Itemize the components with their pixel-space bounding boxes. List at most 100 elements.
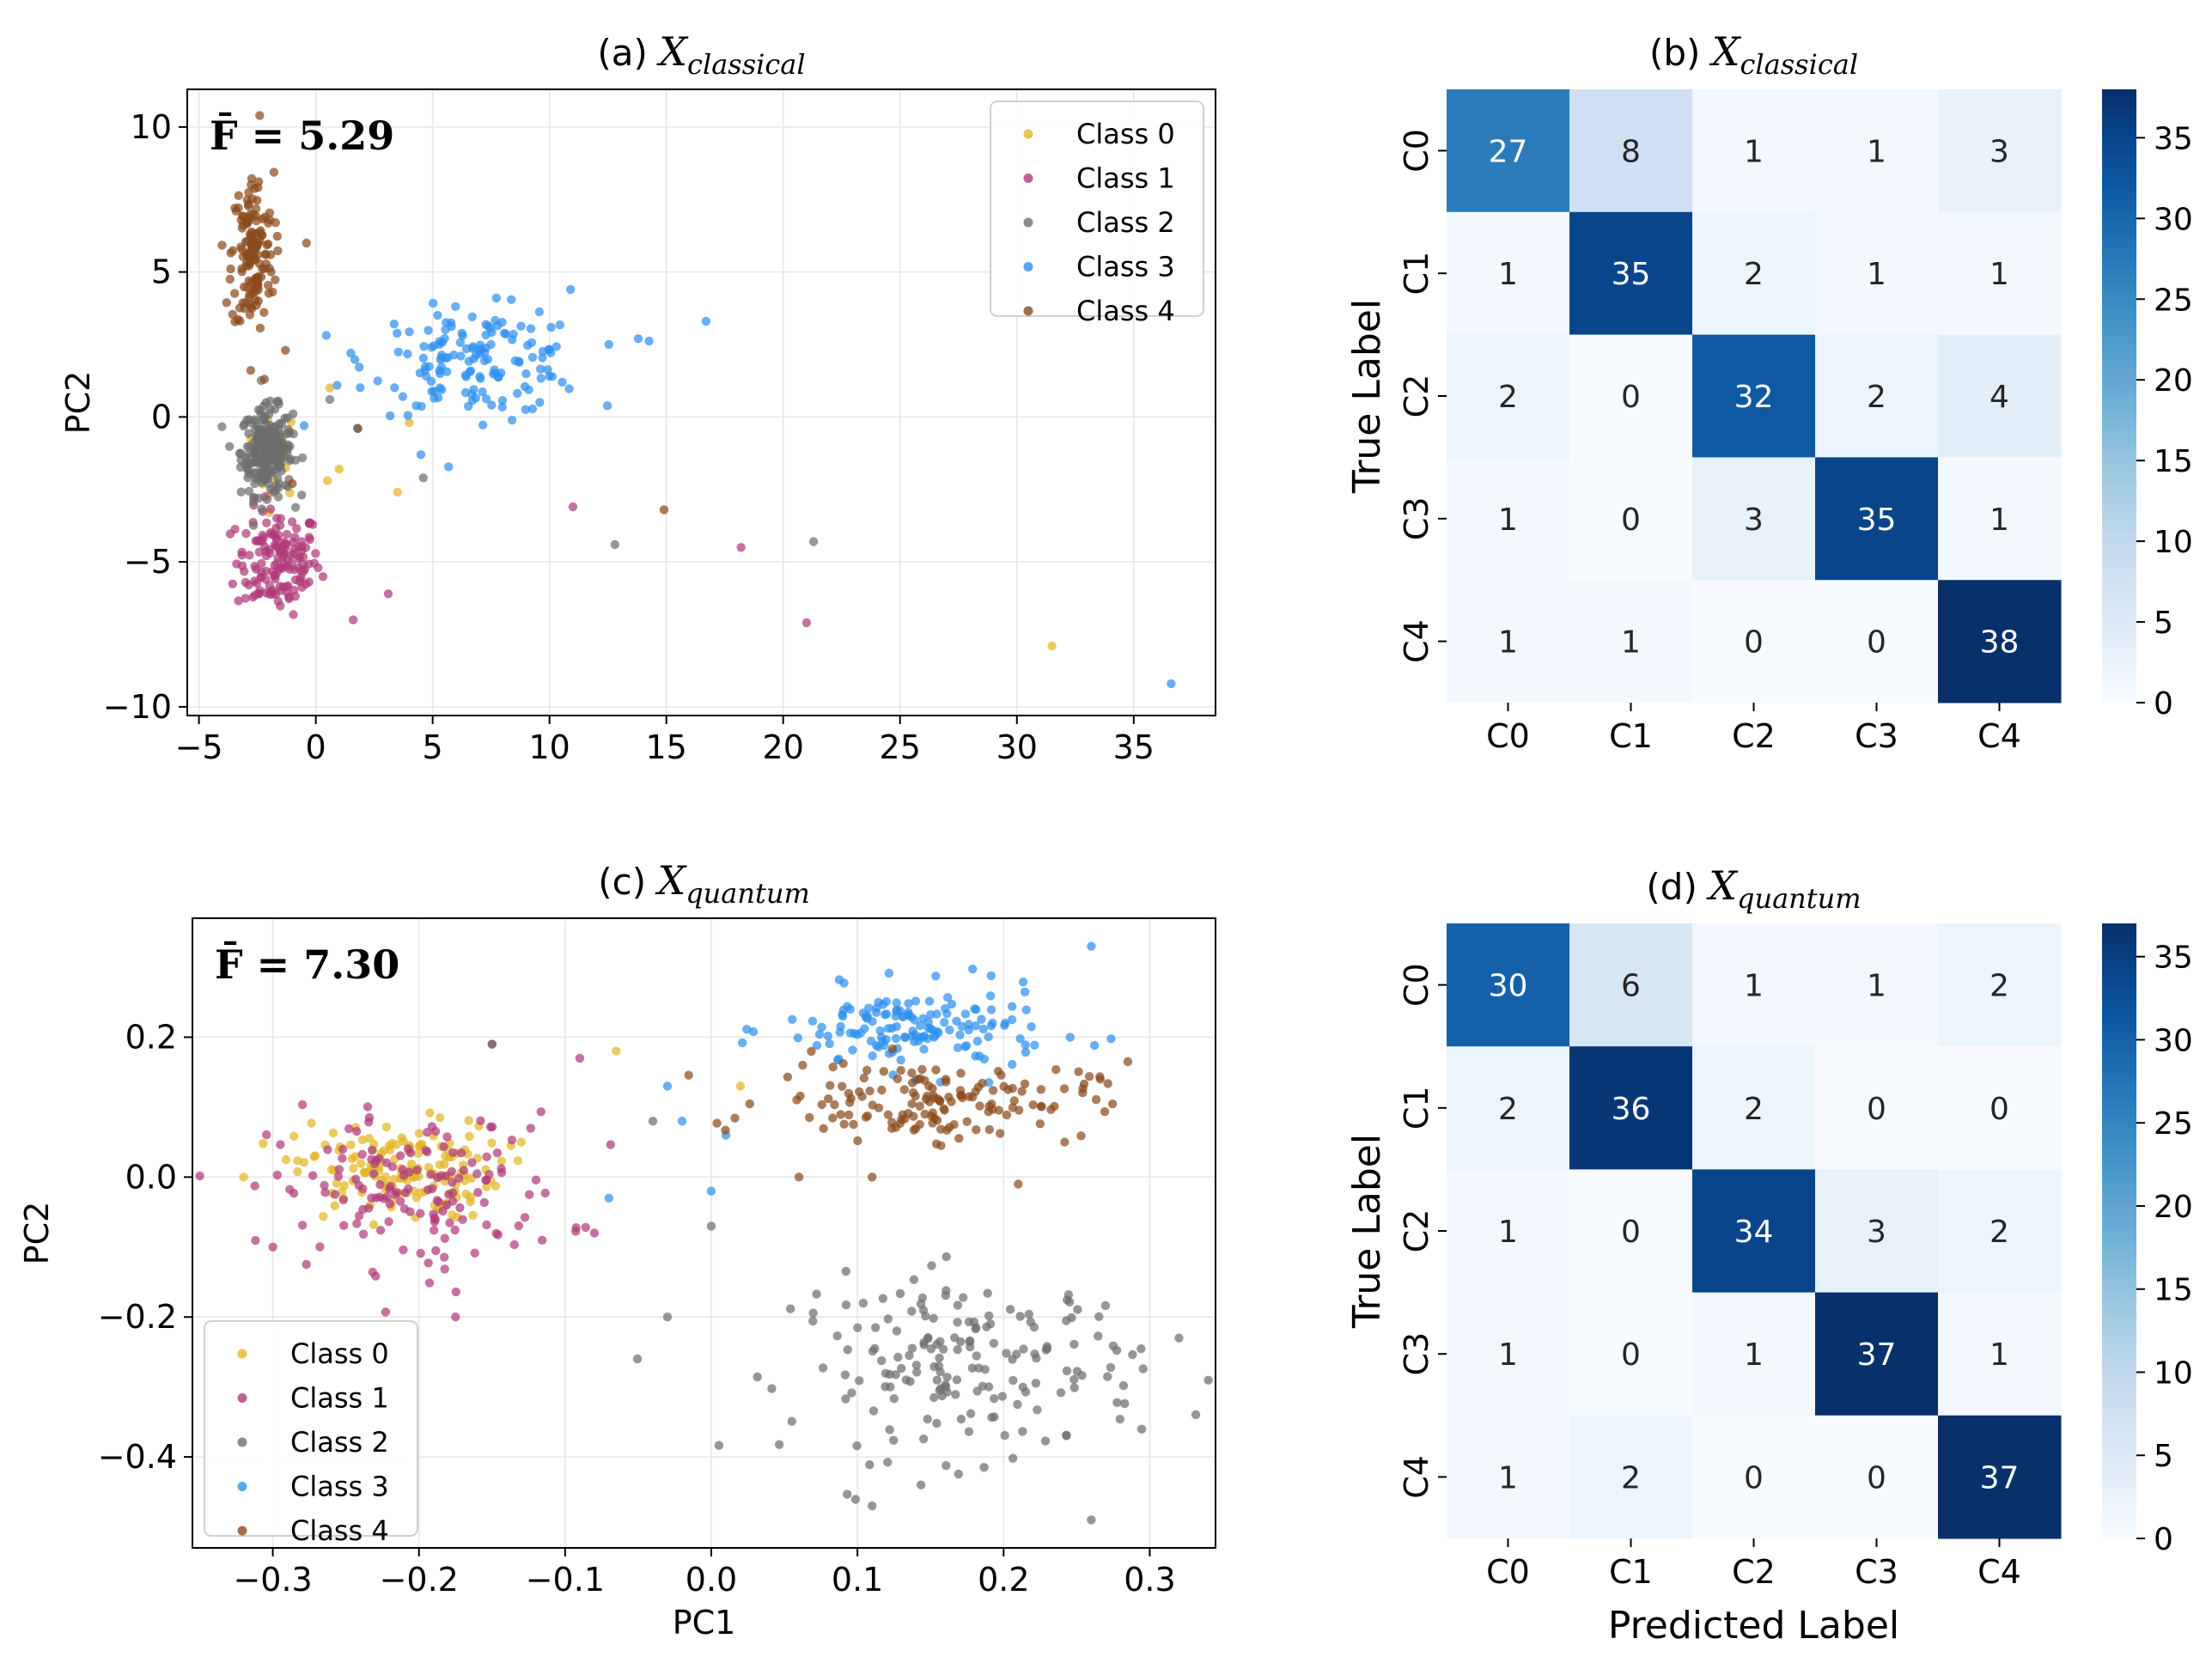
heatmap-cell [1447, 1292, 1570, 1416]
data-point [321, 331, 331, 340]
data-point [330, 1190, 340, 1199]
data-point [430, 1226, 439, 1235]
data-point [272, 1170, 282, 1180]
data-point [392, 1188, 402, 1197]
colorbar-tick-label: 10 [2154, 1355, 2193, 1391]
data-point [872, 1041, 881, 1051]
data-point [564, 384, 574, 393]
data-point [887, 1023, 897, 1033]
data-point [1013, 1399, 1022, 1410]
data-point [917, 1064, 927, 1075]
data-point [589, 1228, 600, 1238]
data-point [405, 327, 414, 337]
data-point [287, 517, 297, 527]
data-point [828, 1113, 838, 1123]
data-point [195, 1171, 204, 1181]
data-point [311, 549, 320, 558]
data-point [315, 1242, 325, 1252]
heatmap-cell [1938, 1292, 2062, 1416]
data-point [448, 1197, 458, 1206]
legend-marker [1023, 306, 1033, 316]
x-tick-label: 0 [306, 728, 326, 766]
data-point [225, 274, 235, 284]
title-subscript: quantum [686, 877, 810, 910]
data-point [464, 1116, 473, 1125]
data-point [1063, 1295, 1072, 1305]
data-point [929, 1361, 939, 1372]
data-point [871, 1323, 881, 1332]
colorbar-tick-label: 20 [2154, 363, 2193, 399]
data-point [412, 1165, 422, 1175]
data-point [858, 1298, 868, 1308]
data-point [966, 1409, 976, 1418]
data-point [333, 1172, 344, 1181]
data-point [222, 298, 231, 308]
data-point [957, 1091, 966, 1100]
data-point [877, 1085, 887, 1095]
data-point [467, 312, 477, 321]
data-point [516, 1137, 526, 1147]
data-point [332, 1179, 342, 1188]
data-point [455, 1203, 465, 1213]
heatmap-cell [1692, 89, 1816, 213]
data-point [244, 486, 254, 496]
data-point [277, 437, 288, 448]
data-point [262, 518, 271, 527]
data-point [393, 347, 403, 356]
cell-value: 0 [1621, 1215, 1641, 1250]
data-point [818, 1363, 828, 1373]
data-point [491, 315, 500, 326]
data-point [288, 478, 297, 489]
heatmap-cell [1692, 1292, 1816, 1416]
data-point [814, 1029, 825, 1039]
data-point [581, 1222, 590, 1233]
data-point [883, 1110, 893, 1120]
data-point [265, 264, 274, 273]
data-point [1094, 1331, 1103, 1341]
data-point [456, 1148, 466, 1158]
colorbar-tick-label: 10 [2154, 525, 2193, 560]
data-point [280, 413, 289, 423]
col-label: C3 [1855, 717, 1898, 755]
data-point [251, 447, 260, 457]
data-point [1112, 1398, 1122, 1408]
data-point [997, 1392, 1008, 1401]
data-point [369, 1220, 379, 1229]
data-point [527, 352, 538, 362]
cell-value: 35 [1857, 503, 1897, 538]
data-point [250, 479, 259, 489]
data-point [795, 1091, 805, 1101]
data-point [706, 1186, 716, 1196]
data-point [390, 383, 399, 393]
data-point [962, 1117, 972, 1126]
data-point [899, 1085, 910, 1094]
data-point [424, 1278, 435, 1288]
cell-value: 0 [1990, 1092, 2009, 1127]
cell-value: 38 [1980, 625, 2020, 661]
data-point [974, 1363, 984, 1373]
data-point [482, 1182, 491, 1192]
data-point [507, 295, 516, 304]
data-point [558, 377, 567, 387]
data-point [381, 1122, 392, 1132]
data-point [262, 495, 272, 504]
heatmap-cell [1938, 89, 2062, 213]
panel-d-colorbar: 0 5 10 15 20 25 30 35 [2102, 923, 2193, 1557]
heatmap-cell [1938, 923, 2062, 1047]
data-point [338, 1144, 348, 1154]
data-point [231, 206, 241, 216]
data-point [935, 1096, 945, 1106]
data-point [883, 1314, 893, 1324]
title-variable: X [656, 28, 689, 75]
data-point [941, 1461, 951, 1471]
data-point [881, 996, 892, 1007]
data-point [817, 1099, 826, 1110]
data-point [736, 543, 746, 552]
data-point [897, 1363, 906, 1374]
data-point [246, 299, 255, 309]
data-point [931, 972, 941, 981]
data-point [972, 1037, 983, 1046]
data-point [363, 1102, 373, 1112]
data-point [604, 1193, 614, 1203]
data-point [320, 1188, 330, 1197]
